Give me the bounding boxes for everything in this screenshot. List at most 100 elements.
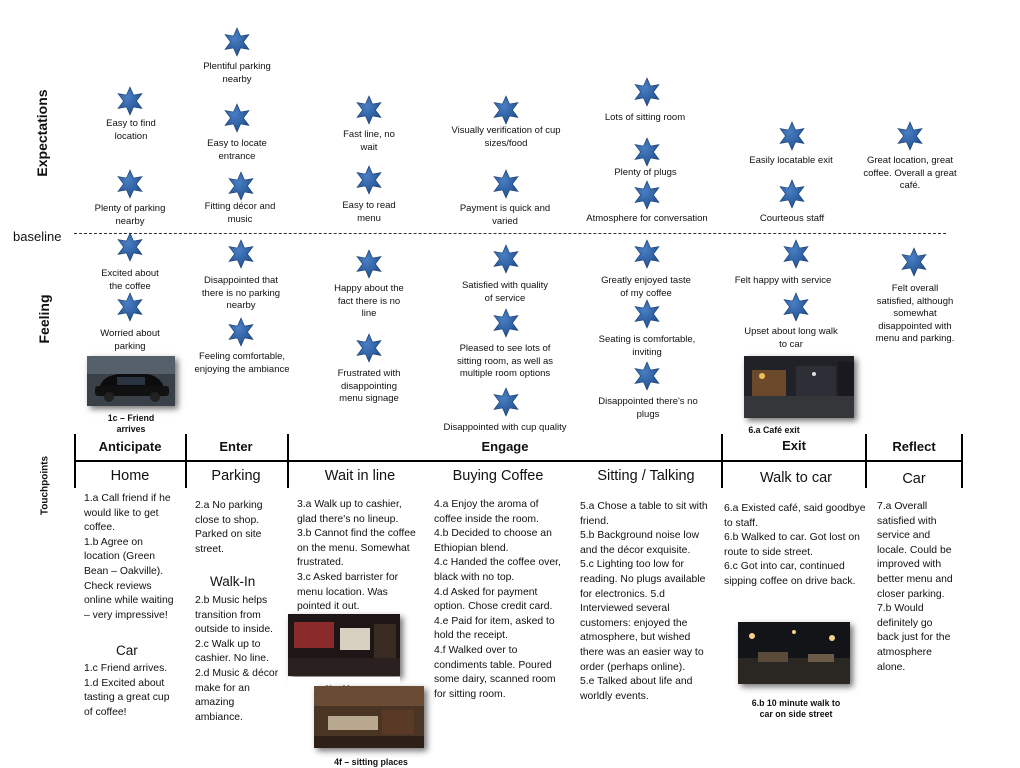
note-item: 7.b Would definitely go back just for th…	[877, 603, 951, 673]
touchpoint-home: Home	[110, 468, 150, 484]
phase-anticipate: Anticipate	[98, 439, 162, 454]
note-item: 3.a Walk up to cashier, glad there's no …	[297, 499, 402, 525]
expectation-label: Plenty of parking nearby	[94, 203, 166, 227]
star-icon	[895, 121, 925, 151]
feeling-label: Felt overall satisfied, although somewha…	[875, 283, 955, 344]
feeling-label: Disappointed with cup quality	[443, 422, 567, 433]
cafe-exit-photo	[744, 356, 854, 418]
note-item: 4.c Handed the coffee over, black with n…	[434, 557, 561, 583]
notes-car: 7.a Overall satisfied with service and l…	[877, 500, 957, 675]
feeling-label: Upset about long walk to car	[744, 326, 838, 350]
note-item: 4.a Enjoy the aroma of coffee inside the…	[434, 499, 539, 525]
expectation-label: Plenty of plugs	[614, 167, 677, 178]
feeling-label: Happy about the fact there is no line	[334, 283, 404, 319]
star-icon	[781, 239, 811, 269]
car-photo-illustration	[87, 356, 175, 406]
star-icon	[115, 292, 145, 322]
friend-arrives-caption: 1c – Friend arrives	[107, 413, 155, 434]
star-icon	[354, 249, 384, 279]
note-item: 6.b Walked to car. Got lost on route to …	[724, 532, 860, 558]
note-item: 3.b Cannot find the coffee on the menu. …	[297, 528, 416, 569]
note-item: 2.d Music & décor make for an amazing am…	[195, 667, 279, 723]
star-icon	[354, 95, 384, 125]
star-icon	[777, 121, 807, 151]
star-icon	[491, 244, 521, 274]
star-icon	[222, 27, 252, 57]
expectation-label: Fitting décor and music	[204, 201, 276, 225]
star-icon	[226, 171, 256, 201]
phase-engage: Engage	[481, 439, 529, 454]
star-icon	[491, 308, 521, 338]
feeling-label: Greatly enjoyed taste of my coffee	[601, 275, 691, 299]
expectation-label: Courteous staff	[759, 213, 825, 224]
note-item: 4.b Decided to choose an Ethiopian blend…	[434, 528, 552, 554]
star-icon	[632, 299, 662, 329]
feeling-label: Excited about the coffee	[101, 268, 159, 292]
note-item: 1.c Friend arrives.	[84, 663, 168, 674]
sitting-places-caption: 4f – sitting places	[334, 757, 408, 767]
note-item: 1.a Call friend if he would like to get …	[84, 493, 171, 534]
star-icon	[115, 232, 145, 262]
touchpoint-parking: Parking	[211, 468, 261, 484]
feeling-label: Feeling comfortable, enjoying the ambian…	[194, 351, 290, 375]
walk-to-car-caption: 6.b 10 minute walk to car on side street	[751, 698, 841, 719]
notes-walkin: 2.b Music helps transition from outside …	[195, 594, 285, 725]
feeling-label: Disappointed that there is no parking ne…	[201, 275, 281, 311]
notes-wait: 3.a Walk up to cashier, glad there's no …	[297, 498, 421, 615]
expectation-label: Easy to find location	[106, 118, 156, 142]
notes-walk: 6.a Existed café, said goodbye to staff.…	[724, 502, 866, 590]
expectation-label: Visually verification of cup sizes/food	[451, 125, 561, 149]
notes-home: 1.a Call friend if he would like to get …	[84, 492, 176, 623]
note-item: 2.c Walk up to cashier. No line.	[195, 638, 269, 665]
note-item: 2.a No parking close to shop. Parked on …	[195, 500, 263, 555]
note-item: 5.c Lighting too low for reading. No plu…	[580, 559, 706, 673]
feeling-label: Felt happy with service	[734, 275, 832, 286]
feeling-row-label: Feeling	[36, 294, 52, 344]
note-item: 6.c Got into car, continued sipping coff…	[724, 561, 856, 587]
sitting-photo-illustration	[314, 686, 424, 748]
star-icon	[632, 137, 662, 167]
notes-home-car: 1.c Friend arrives. 1.d Excited about ta…	[84, 662, 180, 720]
menu-photo	[288, 614, 400, 676]
touchpoint-walk: Walk to car	[760, 470, 832, 486]
baseline-line	[74, 233, 946, 234]
phase-enter: Enter	[219, 439, 253, 454]
note-item: 4.f Walked over to condiments table. Pou…	[434, 644, 556, 700]
touchpoint-sitting: Sitting / Talking	[597, 468, 695, 484]
feeling-label: Seating is comfortable, inviting	[598, 334, 696, 358]
star-icon	[632, 361, 662, 391]
star-icon	[632, 77, 662, 107]
notes-buying: 4.a Enjoy the aroma of coffee inside the…	[434, 498, 564, 702]
star-icon	[115, 169, 145, 199]
note-item: 1.b Agree on location (Green Bean – Oakv…	[84, 536, 174, 621]
feeling-label: Satisfied with quality of service	[461, 280, 549, 304]
note-item: 6.a Existed café, said goodbye to staff.	[724, 503, 866, 529]
touchpoint-buying: Buying Coffee	[452, 468, 544, 484]
touchpoint-car: Car	[902, 471, 926, 487]
feeling-label: Pleased to see lots of sitting room, as …	[456, 343, 554, 379]
street-photo-illustration	[744, 356, 854, 418]
feeling-label: Worried about parking	[100, 328, 160, 352]
star-icon	[777, 179, 807, 209]
touchpoints-row-label: Touchpoints	[39, 455, 51, 516]
expectation-label: Payment is quick and varied	[459, 203, 551, 227]
note-item: 4.d Asked for payment option. Chose cred…	[434, 586, 553, 613]
cafe-exit-caption: 6.a Café exit	[748, 425, 800, 435]
note-item: 5.a Chose a table to sit with friend.	[580, 501, 708, 527]
star-icon	[491, 387, 521, 417]
star-icon	[781, 292, 811, 322]
note-item: 4.e Paid for item, asked to hold the rec…	[434, 615, 555, 642]
star-icon	[632, 239, 662, 269]
star-icon	[491, 169, 521, 199]
touchpoint-wait: Wait in line	[324, 468, 396, 484]
note-item: 7.a Overall satisfied with service and l…	[877, 501, 953, 600]
star-icon	[899, 247, 929, 277]
friend-arrives-photo	[87, 356, 175, 406]
phase-reflect: Reflect	[892, 439, 936, 454]
star-icon	[226, 239, 256, 269]
baseline-label: baseline	[13, 229, 62, 244]
expectation-label: Easy to locate entrance	[207, 138, 267, 162]
star-icon	[115, 86, 145, 116]
expectation-label: Easy to read menu	[342, 200, 396, 224]
note-item: 3.c Asked barrister for menu location. W…	[297, 571, 399, 613]
